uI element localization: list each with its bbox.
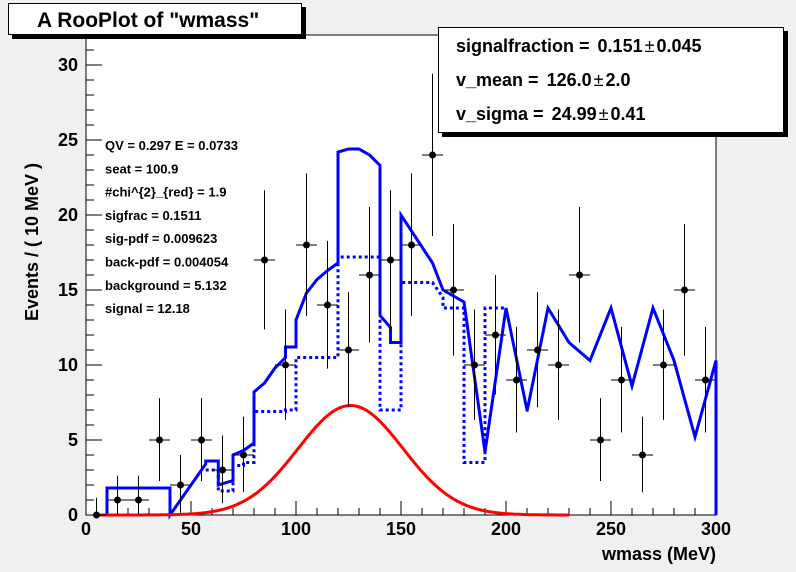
signal-component-curve bbox=[96, 403, 569, 517]
data-marker bbox=[387, 256, 394, 264]
annotation-text: sigfrac = 0.1511 bbox=[105, 208, 202, 223]
data-point bbox=[653, 309, 674, 420]
data-point bbox=[380, 190, 401, 330]
data-marker bbox=[114, 496, 121, 504]
data-point bbox=[569, 207, 590, 343]
data-point bbox=[464, 309, 485, 420]
data-point bbox=[107, 475, 128, 515]
y-tick-label: 25 bbox=[58, 130, 78, 150]
stat-v-mean: v_mean = 126.0 ±2.0 bbox=[456, 70, 631, 90]
annotation-text: seat = 100.9 bbox=[105, 161, 178, 176]
data-point bbox=[86, 497, 107, 519]
data-marker bbox=[408, 241, 415, 249]
data-marker bbox=[513, 376, 520, 384]
y-axis-label: Events / ( 10 MeV ) bbox=[22, 163, 42, 321]
stat-signalfraction: signalfraction = 0.151 ±0.045 bbox=[456, 36, 702, 56]
data-marker bbox=[177, 481, 184, 489]
data-point bbox=[212, 435, 233, 504]
data-marker bbox=[366, 271, 373, 279]
data-marker bbox=[660, 361, 667, 369]
data-marker bbox=[618, 376, 625, 384]
plot-title-box: A RooPlot of "wmass" bbox=[8, 3, 302, 35]
data-marker bbox=[135, 496, 142, 504]
data-point bbox=[695, 326, 716, 433]
data-point bbox=[233, 416, 254, 493]
data-marker bbox=[576, 271, 583, 279]
annotation-text: QV = 0.297 E = 0.0733 bbox=[105, 138, 238, 153]
data-point bbox=[590, 398, 611, 481]
y-tick-label: 15 bbox=[58, 280, 78, 300]
y-tick-label: 30 bbox=[58, 55, 78, 75]
data-point bbox=[338, 292, 359, 408]
data-marker bbox=[702, 376, 709, 384]
data-point bbox=[296, 173, 317, 317]
data-marker bbox=[681, 286, 688, 294]
annotation-text: #chi^{2}_{red} = 1.9 bbox=[105, 185, 226, 200]
data-marker bbox=[492, 331, 499, 339]
data-marker bbox=[219, 466, 226, 474]
data-marker bbox=[555, 361, 562, 369]
data-point bbox=[506, 326, 527, 433]
annotation-text: sig-pdf = 0.009623 bbox=[105, 231, 217, 246]
x-tick-label: 300 bbox=[701, 519, 731, 539]
data-marker bbox=[282, 361, 289, 369]
annotation-text: back-pdf = 0.004054 bbox=[105, 255, 229, 270]
y-tick-label: 20 bbox=[58, 205, 78, 225]
data-point bbox=[317, 240, 338, 369]
annotation-text: background = 5.132 bbox=[105, 278, 227, 293]
data-marker bbox=[429, 151, 436, 159]
data-point bbox=[548, 309, 569, 420]
data-point bbox=[422, 73, 443, 236]
plot-title: A RooPlot of "wmass" bbox=[37, 9, 260, 32]
data-point bbox=[632, 416, 653, 493]
data-point bbox=[275, 309, 296, 420]
background-component-curve bbox=[205, 255, 506, 493]
axes-layer: 0 50 100 150 200 250 300 0 5 10 15 20 25 30 bbox=[58, 34, 731, 539]
data-point bbox=[170, 455, 191, 513]
data-marker bbox=[597, 436, 604, 444]
data-marker bbox=[240, 451, 247, 459]
data-marker bbox=[198, 436, 205, 444]
data-marker bbox=[261, 256, 268, 264]
x-tick-label: 200 bbox=[491, 519, 521, 539]
data-point bbox=[128, 475, 149, 515]
data-points-layer bbox=[86, 73, 716, 519]
data-point bbox=[527, 292, 548, 408]
data-marker bbox=[324, 301, 331, 309]
y-tick-label: 0 bbox=[68, 505, 78, 525]
x-tick-label: 150 bbox=[386, 519, 416, 539]
x-tick-label: 250 bbox=[596, 519, 626, 539]
data-marker bbox=[471, 361, 478, 369]
x-axis-label: wmass (MeV) bbox=[601, 544, 716, 564]
data-point bbox=[611, 326, 632, 433]
x-tick-label: 100 bbox=[281, 519, 311, 539]
annotation-text: signal = 12.18 bbox=[105, 301, 190, 316]
data-point bbox=[401, 173, 422, 317]
data-point bbox=[254, 190, 275, 330]
data-marker bbox=[345, 346, 352, 354]
stat-v-sigma: v_sigma = 24.99 ±0.41 bbox=[456, 104, 646, 124]
data-point bbox=[485, 275, 506, 395]
data-marker bbox=[93, 511, 100, 519]
data-marker bbox=[450, 286, 457, 294]
x-tick-label: 0 bbox=[81, 519, 91, 539]
curves-layer bbox=[96, 147, 718, 520]
y-tick-label: 5 bbox=[68, 430, 78, 450]
data-marker bbox=[639, 451, 646, 459]
data-point bbox=[149, 398, 170, 481]
x-tick-label: 50 bbox=[181, 519, 201, 539]
total-model-curve bbox=[96, 147, 718, 520]
annotation-layer: QV = 0.297 E = 0.0733 seat = 100.9 #chi^{2… bbox=[105, 138, 238, 316]
y-tick-label: 10 bbox=[58, 355, 78, 375]
data-marker bbox=[534, 346, 541, 354]
data-point bbox=[191, 398, 212, 481]
data-point bbox=[443, 223, 464, 356]
data-marker bbox=[303, 241, 310, 249]
data-point bbox=[359, 207, 380, 343]
data-point bbox=[674, 223, 695, 356]
data-marker bbox=[156, 436, 163, 444]
fit-parameters-box: signalfraction = 0.151 ±0.045 v_mean = 12… bbox=[438, 27, 784, 133]
